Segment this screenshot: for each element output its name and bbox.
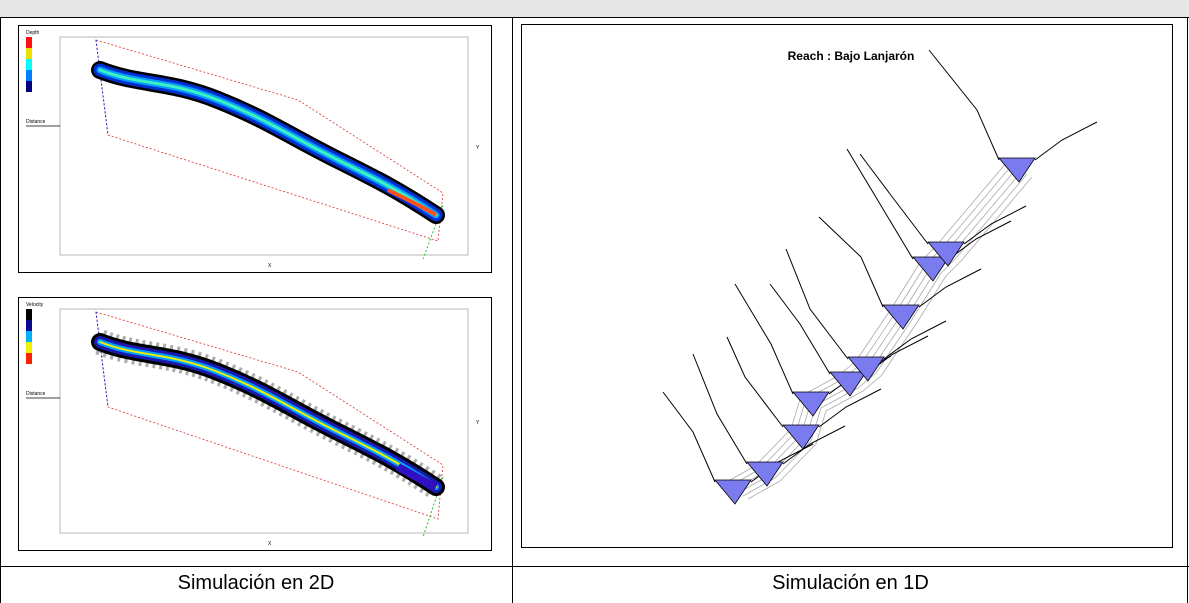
legend-swatch — [26, 320, 32, 331]
border — [0, 566, 1189, 567]
legend-swatch — [26, 342, 32, 353]
legend-title: Depth — [26, 30, 40, 36]
legend-swatch — [26, 59, 32, 70]
border — [1187, 17, 1188, 603]
caption: Simulación en 1D — [513, 572, 1188, 595]
legend-swatch — [26, 81, 32, 92]
legend-swatch — [26, 309, 32, 320]
border — [512, 17, 513, 603]
legend-swatch — [26, 37, 32, 48]
legend-swatch — [26, 331, 32, 342]
reach-title: Reach : Bajo Lanjarón — [788, 49, 915, 63]
legend-swatch — [26, 353, 32, 364]
border — [0, 17, 1, 603]
frame — [522, 25, 1173, 548]
page: DepthDistanceXY VelocityDistanceXY Reach… — [0, 0, 1189, 603]
header-strip — [0, 0, 1189, 18]
reach-plot: Reach : Bajo Lanjarón — [521, 24, 1173, 548]
distance-label: Distance — [26, 119, 46, 125]
legend-swatch — [26, 48, 32, 59]
legend-swatch — [26, 70, 32, 81]
legend-title: Velocity — [26, 302, 44, 308]
caption: Simulación en 2D — [0, 572, 512, 595]
distance-label: Distance — [26, 391, 46, 397]
